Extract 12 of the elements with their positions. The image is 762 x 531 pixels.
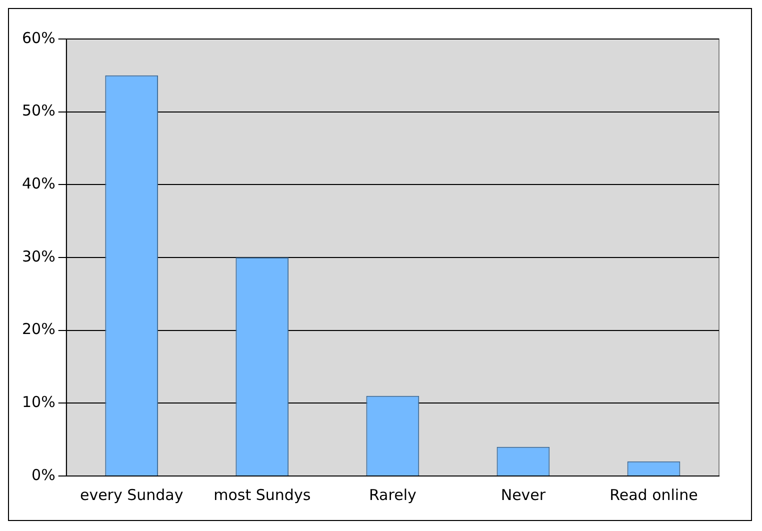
y-tick-label: 30% [22,247,56,266]
y-tick-label: 60% [22,28,56,47]
x-tick-label: Never [500,486,546,504]
x-tick-label: Read online [610,486,698,504]
x-tick-label: every Sunday [80,486,184,504]
y-tick-label: 0% [32,466,56,484]
y-tick-label: 40% [22,174,56,193]
y-tick-label: 20% [22,320,56,338]
y-tick-label: 10% [22,393,56,412]
x-tick-label: Rarely [368,486,416,504]
y-tick-label: 50% [22,102,56,120]
x-tick-label: most Sundys [214,486,311,504]
